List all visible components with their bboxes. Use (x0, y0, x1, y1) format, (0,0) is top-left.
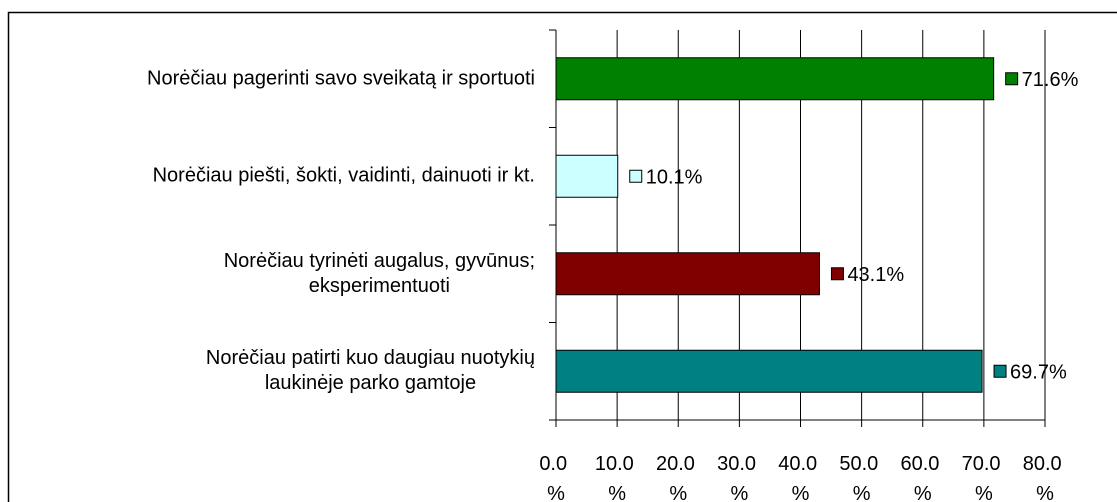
bar (555, 154, 619, 198)
data-label: 71.6% (1022, 69, 1079, 91)
x-tick-label: 10.0 % (595, 453, 639, 502)
x-tick-label: 70.0 % (962, 453, 1006, 502)
legend-key (993, 364, 1007, 378)
bar (555, 57, 995, 101)
legend-key (629, 169, 643, 183)
x-tick-label: 60.0 % (901, 453, 945, 502)
bar (555, 349, 983, 393)
x-tick-label: 40.0 % (778, 453, 822, 502)
x-tick-label: 50.0 % (839, 453, 883, 502)
y-tick-label: Norėčiau piešti, šokti, vaidinti, dainuo… (152, 164, 535, 187)
x-tick-label: 80.0 % (1023, 453, 1067, 502)
frame (7, 11, 1117, 502)
data-label: 43.1% (847, 264, 904, 286)
y-tick-label: Norėčiau pagerinti savo sveikatą ir spor… (147, 67, 535, 90)
x-tick-label: 0.0 % (539, 453, 572, 502)
bar (555, 252, 820, 296)
data-label: 69.7% (1010, 361, 1067, 383)
legend-key (830, 267, 844, 281)
x-tick-label: 30.0 % (717, 453, 761, 502)
x-tick-label: 20.0 % (656, 453, 700, 502)
y-tick-label: Norėčiau patirti kuo daugiau nuotykių la… (205, 347, 535, 395)
legend-key (1005, 72, 1019, 86)
y-tick-label: Norėčiau tyrinėti augalus, gyvūnus; eksp… (223, 249, 535, 297)
data-label: 10.1% (646, 166, 703, 188)
